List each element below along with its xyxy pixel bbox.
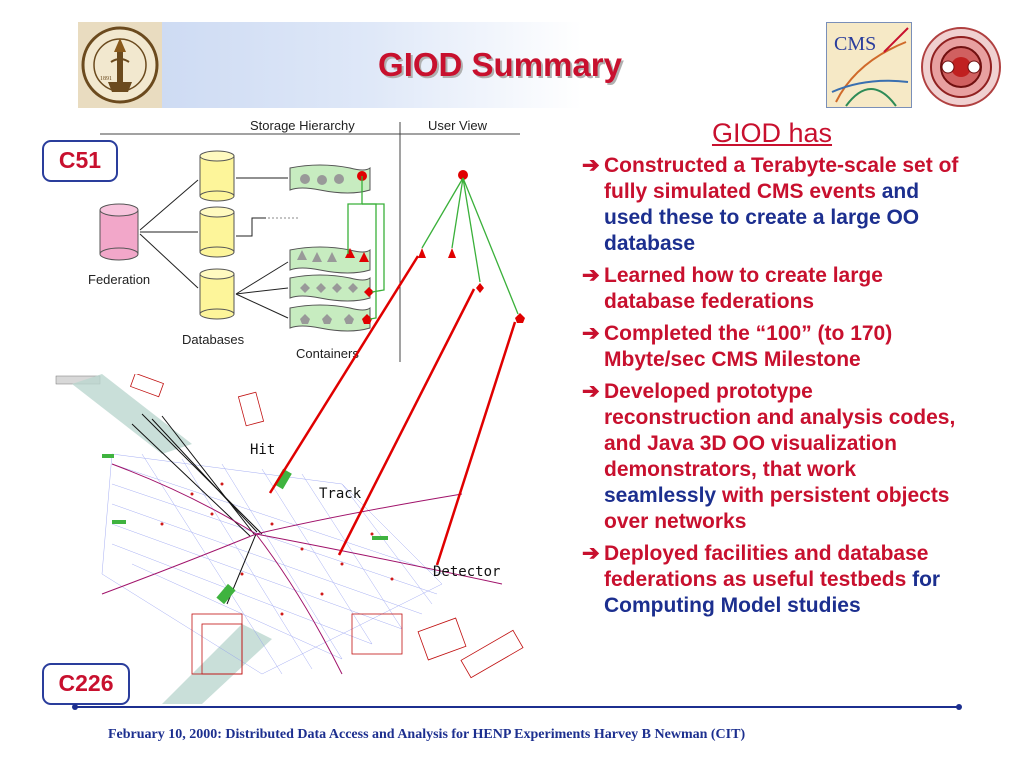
summary-bullet: ➔ Completed the “100” (to 170) Mbyte/sec … [582, 321, 962, 373]
federation-cylinder [99, 203, 139, 261]
summary-bullet: ➔ Learned how to create large database fe… [582, 263, 962, 315]
container-2 [289, 246, 371, 274]
bullet-text: Learned how to create large database fed… [604, 264, 883, 313]
federation-label: Federation [88, 272, 150, 287]
arrow-bullet-icon: ➔ [582, 542, 600, 565]
arrow-bullet-icon: ➔ [582, 322, 600, 345]
container-3 [289, 274, 374, 302]
footer-text: February 10, 2000: Distributed Data Acce… [108, 727, 746, 742]
header-band [78, 22, 918, 108]
slide-title: GIOD Summary [378, 46, 622, 83]
summary-column: GIOD has ➔ Constructed a Terabyte-scale s… [582, 118, 962, 625]
detector-label: Detector [433, 564, 500, 580]
arrow-bullet-icon: ➔ [582, 380, 600, 403]
summary-bullet: ➔ Constructed a Terabyte-scale set of ful… [582, 153, 962, 257]
bullet-text: Deployed facilities and database federat… [604, 542, 929, 591]
footer-left-dot [72, 704, 78, 710]
summary-heading: GIOD has [711, 118, 833, 148]
event-display-image: Hit Track Detector [42, 372, 552, 704]
bullet-text: Developed prototype reconstruction and a… [604, 380, 956, 481]
cms-logo: CMS [825, 21, 913, 109]
c51-label-box: C51 [42, 140, 118, 182]
database-cylinder-1 [199, 150, 235, 202]
summary-bullet-list: ➔ Constructed a Terabyte-scale set of ful… [582, 153, 962, 619]
footer-divider [74, 706, 960, 708]
bullet-text: seamlessly [604, 484, 717, 507]
container-1 [289, 164, 371, 194]
storage-hierarchy-diagram: Storage Hierarchy User View Federation [60, 112, 540, 374]
storage-hierarchy-label: Storage Hierarchy [250, 118, 355, 133]
bullet-text: and used these to create a large OO data… [604, 180, 920, 255]
summary-bullet: ➔ Deployed facilities and database federa… [582, 541, 962, 619]
user-view-tree [418, 170, 525, 323]
footer-right-dot [956, 704, 962, 710]
hit-label: Hit [250, 442, 275, 458]
svg-text:CMS: CMS [834, 33, 876, 55]
caltech-logo: 1891 [78, 22, 162, 108]
bullet-text: for Computing Model studies [604, 568, 941, 617]
database-cylinder-3 [199, 268, 235, 320]
bullet-text: with persistent objects over networks [604, 484, 950, 533]
database-cylinder-2 [199, 206, 235, 258]
c226-label-box: C226 [42, 663, 130, 705]
containers-label: Containers [296, 346, 359, 361]
summary-bullet: ➔ Developed prototype reconstruction and … [582, 379, 962, 535]
container-4 [289, 304, 372, 332]
detector-cross-section-logo [920, 26, 1002, 108]
user-view-label: User View [428, 118, 488, 133]
bullet-text: Completed the “100” (to 170) Mbyte/sec C… [604, 322, 893, 371]
databases-label: Databases [182, 332, 245, 347]
arrow-bullet-icon: ➔ [582, 154, 600, 177]
bullet-text: Constructed a Terabyte-scale set of full… [604, 154, 959, 203]
svg-text:1891: 1891 [100, 76, 112, 82]
arrow-bullet-icon: ➔ [582, 264, 600, 287]
track-label: Track [319, 486, 362, 502]
